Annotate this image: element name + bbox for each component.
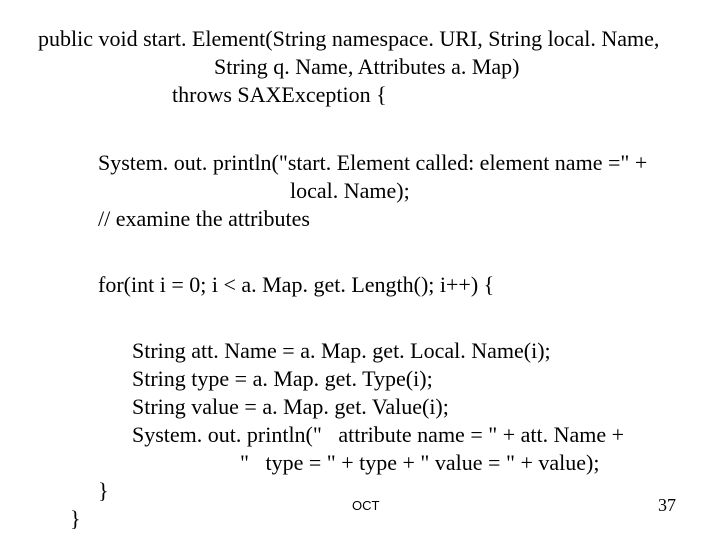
code-line-10: String value = a. Map. get. Value(i); bbox=[132, 394, 449, 420]
code-line-1: public void start. Element(String namesp… bbox=[38, 26, 659, 52]
code-line-12: " type = " + type + " value = " + value)… bbox=[240, 450, 599, 476]
code-line-14: } bbox=[70, 506, 81, 532]
slide: public void start. Element(String namesp… bbox=[0, 0, 720, 540]
footer-center: OCT bbox=[352, 498, 379, 513]
code-line-11: System. out. println(" attribute name = … bbox=[132, 422, 624, 448]
code-line-6: // examine the attributes bbox=[98, 206, 310, 232]
code-line-4: System. out. println("start. Element cal… bbox=[98, 150, 647, 176]
code-line-3: throws SAXException { bbox=[172, 82, 387, 108]
code-line-9: String type = a. Map. get. Type(i); bbox=[132, 366, 433, 392]
code-line-8: String att. Name = a. Map. get. Local. N… bbox=[132, 338, 551, 364]
code-line-13: } bbox=[98, 478, 109, 504]
page-number: 37 bbox=[658, 495, 676, 516]
code-line-7: for(int i = 0; i < a. Map. get. Length()… bbox=[98, 272, 494, 298]
code-line-5: local. Name); bbox=[290, 178, 410, 204]
code-line-2: String q. Name, Attributes a. Map) bbox=[214, 54, 520, 80]
